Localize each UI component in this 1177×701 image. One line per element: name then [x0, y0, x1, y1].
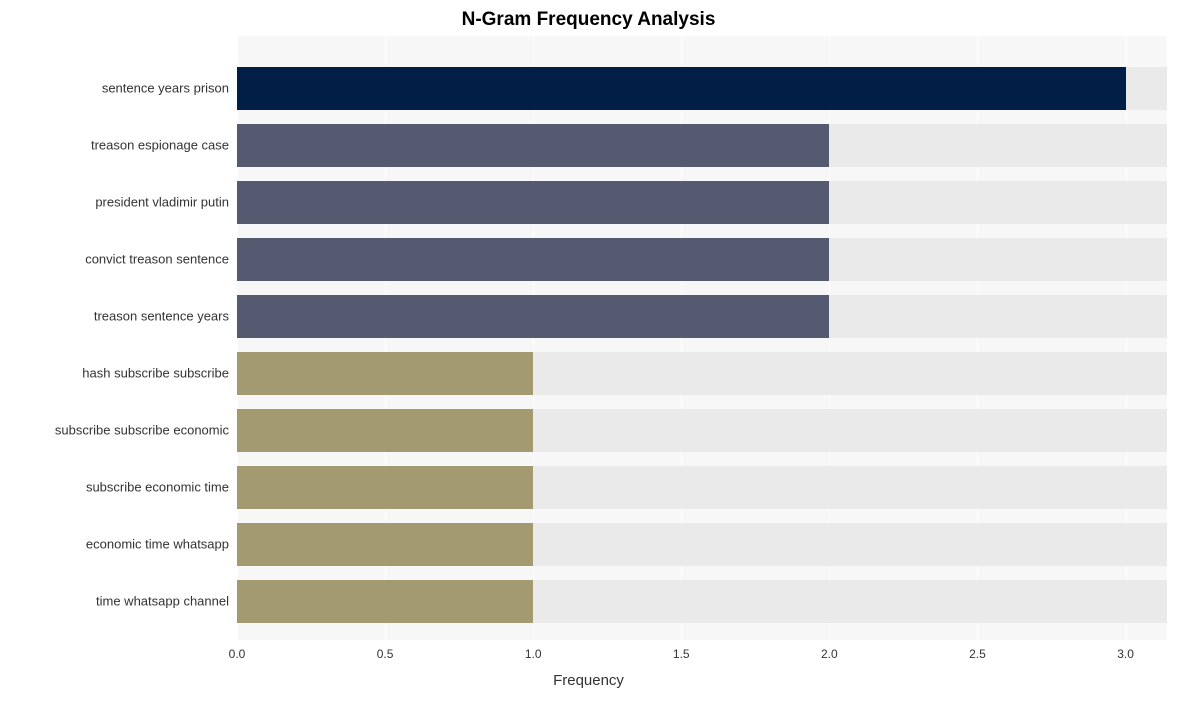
ngram-chart: N-Gram Frequency Analysis sentence years… — [0, 0, 1177, 701]
y-axis-label: subscribe subscribe economic — [55, 423, 229, 438]
x-axis-tick: 1.5 — [673, 647, 690, 661]
bar — [237, 67, 1126, 110]
bar — [237, 352, 533, 395]
y-axis-label: president vladimir putin — [95, 195, 229, 210]
bar-track — [237, 466, 1167, 509]
plot-area — [237, 36, 1167, 640]
y-axis-label: hash subscribe subscribe — [82, 366, 229, 381]
x-axis-tick: 3.0 — [1117, 647, 1134, 661]
y-axis-label: treason espionage case — [91, 138, 229, 153]
bar-track — [237, 124, 1167, 167]
y-axis-label: subscribe economic time — [86, 480, 229, 495]
bar-track — [237, 352, 1167, 395]
bar — [237, 523, 533, 566]
y-axis-label: sentence years prison — [102, 81, 229, 96]
x-axis-tick: 1.0 — [525, 647, 542, 661]
bar-track — [237, 181, 1167, 224]
bar — [237, 238, 829, 281]
x-axis-tick: 2.0 — [821, 647, 838, 661]
bar-track — [237, 238, 1167, 281]
chart-title: N-Gram Frequency Analysis — [0, 9, 1177, 31]
y-axis-label: treason sentence years — [94, 309, 229, 324]
x-axis-tick: 0.5 — [377, 647, 394, 661]
bar — [237, 466, 533, 509]
y-axis-label: convict treason sentence — [85, 252, 229, 267]
bar-track — [237, 295, 1167, 338]
bar — [237, 181, 829, 224]
bar — [237, 580, 533, 623]
bar — [237, 409, 533, 452]
x-axis-tick: 2.5 — [969, 647, 986, 661]
x-axis-tick: 0.0 — [229, 647, 246, 661]
y-axis-label: time whatsapp channel — [96, 594, 229, 609]
y-axis-label: economic time whatsapp — [86, 537, 229, 552]
bar-track — [237, 523, 1167, 566]
bar — [237, 124, 829, 167]
x-axis-title: Frequency — [0, 672, 1177, 689]
bar-track — [237, 409, 1167, 452]
bar — [237, 295, 829, 338]
bar-track — [237, 580, 1167, 623]
bar-track — [237, 67, 1167, 110]
